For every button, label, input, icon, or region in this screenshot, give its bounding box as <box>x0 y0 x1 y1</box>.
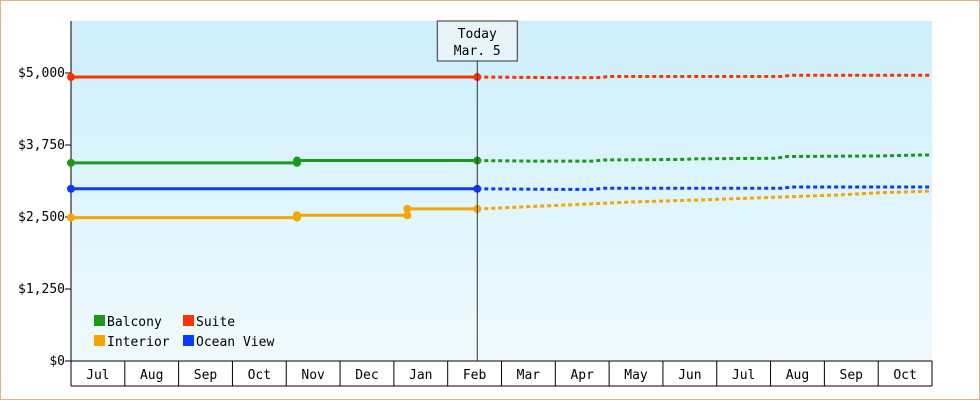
series-line-ocean-view-forecast <box>477 185 932 191</box>
x-tick-label: Jun <box>678 368 701 383</box>
series-point-suite <box>67 73 75 82</box>
series-line-suite-forecast <box>477 73 932 80</box>
today-title: Today <box>458 27 497 42</box>
x-tick-label: May <box>624 368 648 383</box>
x-tick-label: Nov <box>301 368 325 383</box>
y-tick-label: $1,250 <box>18 282 65 297</box>
x-tick-label: Feb <box>463 368 487 383</box>
series-point-interior <box>403 211 412 220</box>
legend-label-balcony: Balcony <box>107 315 162 330</box>
series-point-balcony <box>67 158 75 167</box>
x-tick-label: Mar <box>517 368 541 383</box>
series-point-ocean-view <box>67 184 75 193</box>
x-tick-label: Jan <box>409 368 432 383</box>
plot-background <box>71 21 932 361</box>
series-point-balcony <box>293 156 302 165</box>
series-line-balcony-forecast <box>477 153 933 163</box>
x-tick-label: Sep <box>194 368 218 383</box>
legend-swatch-suite <box>183 315 194 326</box>
x-tick-label: Aug <box>140 368 163 383</box>
legend-label-interior: Interior <box>107 335 170 350</box>
x-tick-label: Jul <box>86 368 109 383</box>
series-point-interior <box>403 204 412 213</box>
series-line-interior-actual <box>71 207 478 220</box>
legend-swatch-balcony <box>94 315 105 326</box>
x-tick-label: Dec <box>355 368 378 383</box>
today-date: Mar. 5 <box>454 44 501 59</box>
legend-swatch-ocean-view <box>183 335 194 346</box>
series-point-interior <box>293 211 302 220</box>
x-tick-label: Sep <box>840 368 864 383</box>
legend-label-ocean-view: Ocean View <box>196 335 274 350</box>
y-tick-label: $2,500 <box>18 210 65 225</box>
series-point-interior <box>67 213 75 222</box>
legend-label-suite: Suite <box>196 315 235 330</box>
y-tick-label: $3,750 <box>18 138 65 153</box>
series-line-interior-forecast <box>477 189 933 211</box>
x-tick-label: Oct <box>893 368 916 383</box>
today-box <box>436 20 518 62</box>
y-tick-label: $0 <box>49 354 65 369</box>
x-tick-label: Apr <box>570 368 594 383</box>
x-tick-label: Oct <box>248 368 271 383</box>
legend-swatch-interior <box>94 335 105 346</box>
x-tick-label: Jul <box>732 368 755 383</box>
y-tick-label: $5,000 <box>18 66 65 81</box>
x-tick-label: Aug <box>786 368 809 383</box>
